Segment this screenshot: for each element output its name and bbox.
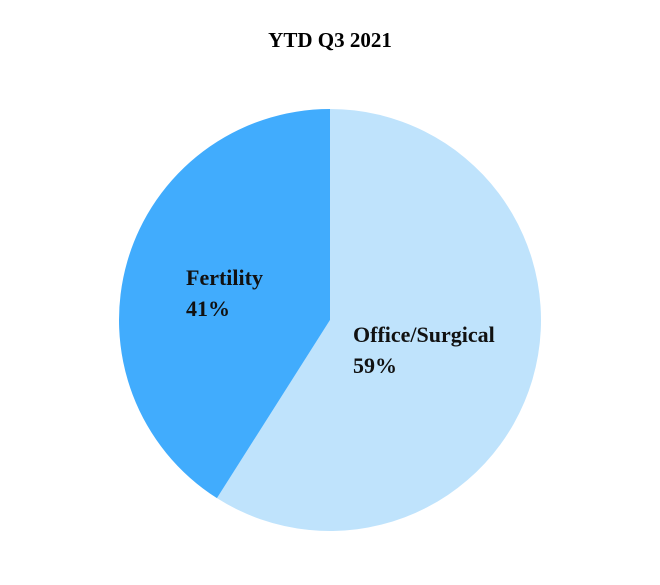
pie-slices [119, 109, 542, 531]
slice-label: Office/Surgical [353, 322, 495, 347]
slice-value-label: 41% [186, 296, 230, 321]
pie-slice-office-surgical [216, 109, 542, 531]
pie-slice-fertility [119, 109, 330, 499]
chart-title: YTD Q3 2021 [268, 28, 392, 52]
slice-value-label: 59% [353, 353, 397, 378]
slice-label: Fertility [186, 265, 263, 290]
pie-labels: Office/Surgical 59% Fertility 41% [186, 265, 495, 378]
